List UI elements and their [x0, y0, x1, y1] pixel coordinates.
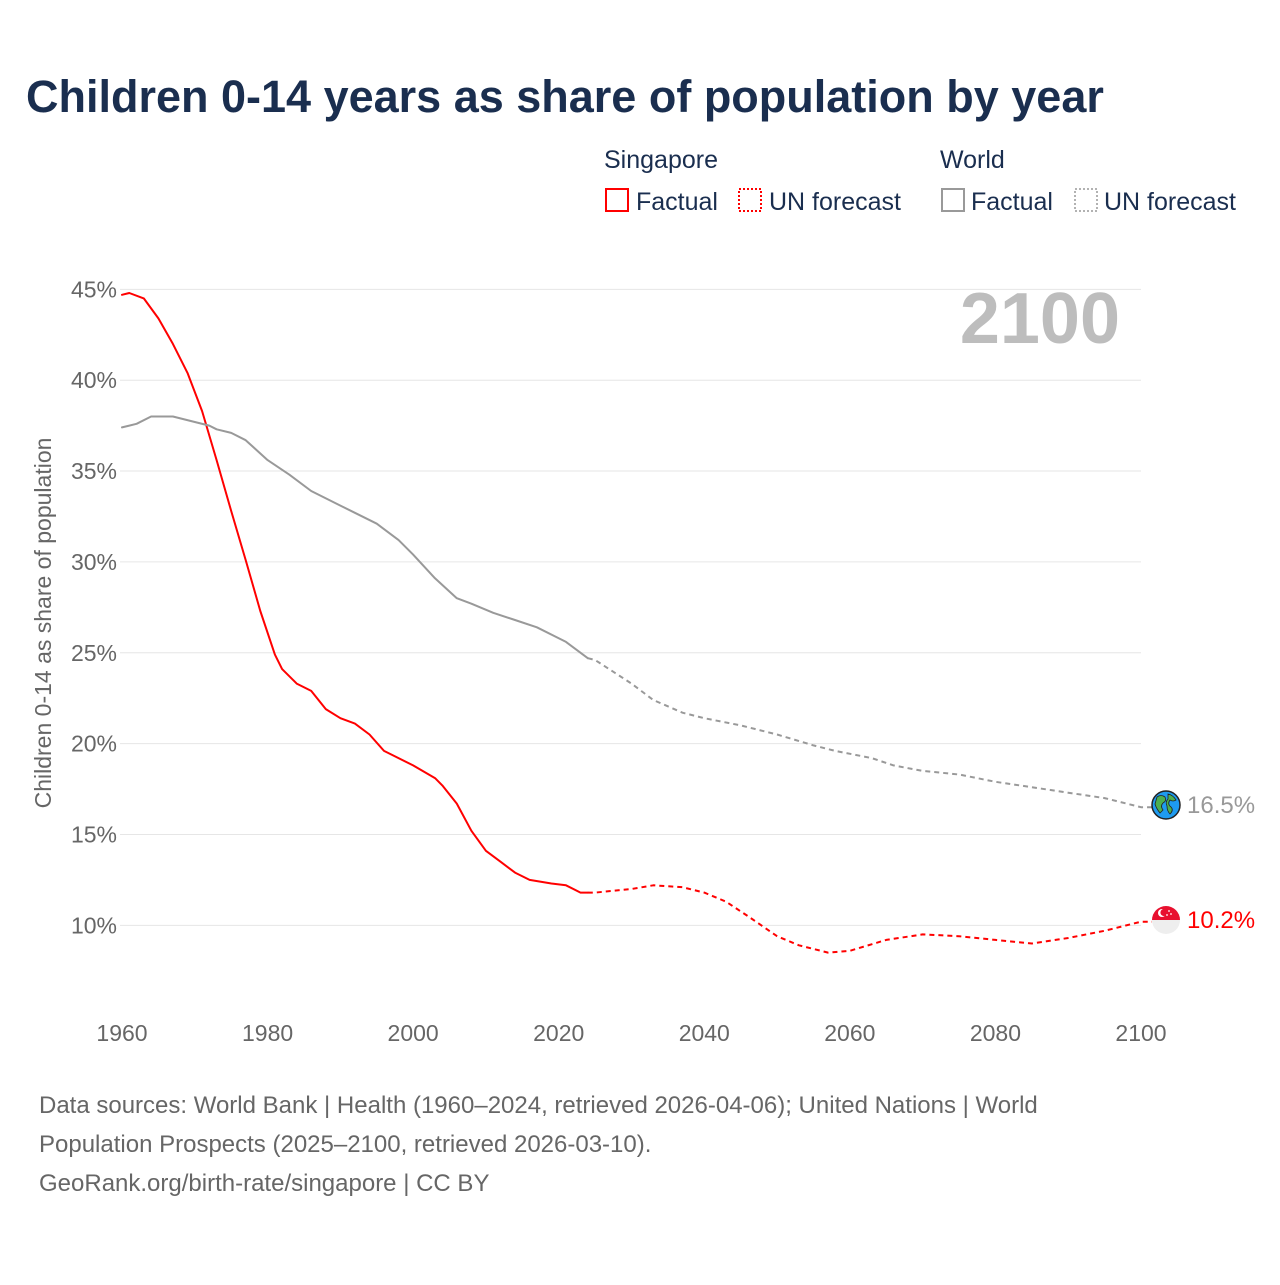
y-tick-label: 20%	[71, 731, 117, 757]
singapore-flag-icon	[1152, 906, 1180, 934]
singapore-factual-line	[121, 292, 589, 894]
year-display: 2100	[960, 279, 1120, 359]
y-tick-label: 35%	[71, 458, 117, 484]
y-tick-label: 30%	[71, 549, 117, 575]
y-tick-label: 40%	[71, 367, 117, 393]
x-tick-label: 1960	[96, 1020, 147, 1046]
legend-swatch-world-factual	[941, 188, 965, 212]
world-factual-line	[121, 415, 589, 660]
y-tick-label: 10%	[71, 912, 117, 938]
legend-label-singapore-factual: Factual	[636, 188, 718, 216]
legend-label-singapore-forecast: UN forecast	[769, 188, 901, 216]
legend-label-world-factual: Factual	[971, 188, 1053, 216]
x-tick-label: 2080	[970, 1020, 1021, 1046]
legend-label-world-forecast: UN forecast	[1104, 188, 1236, 216]
legend-swatch-world-forecast	[1074, 188, 1098, 212]
x-tick-label: 2100	[1115, 1020, 1166, 1046]
x-tick-label: 1980	[242, 1020, 293, 1046]
legend-group-singapore: Singapore	[604, 146, 718, 174]
world-forecast-line	[587, 657, 1152, 809]
x-tick-label: 2000	[388, 1020, 439, 1046]
legend-group-world: World	[940, 146, 1005, 174]
y-axis: 10% 15% 20% 25% 30% 35% 40% 45%	[71, 276, 117, 938]
globe-icon	[1151, 790, 1181, 820]
singapore-end-label: 10.2%	[1187, 907, 1255, 934]
footer-source-line1: Data sources: World Bank | Health (1960–…	[39, 1092, 1038, 1119]
x-tick-label: 2040	[679, 1020, 730, 1046]
grid	[120, 288, 1141, 926]
y-tick-label: 45%	[71, 276, 117, 302]
x-tick-label: 2020	[533, 1020, 584, 1046]
x-axis: 1960 1980 2000 2020 2040 2060 2080 2100	[96, 1020, 1166, 1046]
world-end-label: 16.5%	[1187, 792, 1255, 819]
chart-title: Children 0-14 years as share of populati…	[26, 71, 1104, 122]
footer-source-line2: Population Prospects (2025–2100, retriev…	[39, 1131, 651, 1158]
y-axis-label: Children 0-14 as share of population	[30, 438, 56, 809]
y-tick-label: 15%	[71, 821, 117, 847]
series-lines	[121, 292, 1152, 954]
footer-credit[interactable]: GeoRank.org/birth-rate/singapore | CC BY	[39, 1170, 489, 1197]
y-tick-label: 25%	[71, 640, 117, 666]
legend: Singapore Factual UN forecast World Fact…	[604, 146, 1236, 216]
legend-swatch-singapore-factual	[605, 188, 629, 212]
singapore-forecast-line	[587, 884, 1152, 954]
x-tick-label: 2060	[824, 1020, 875, 1046]
legend-swatch-singapore-forecast	[738, 188, 762, 212]
